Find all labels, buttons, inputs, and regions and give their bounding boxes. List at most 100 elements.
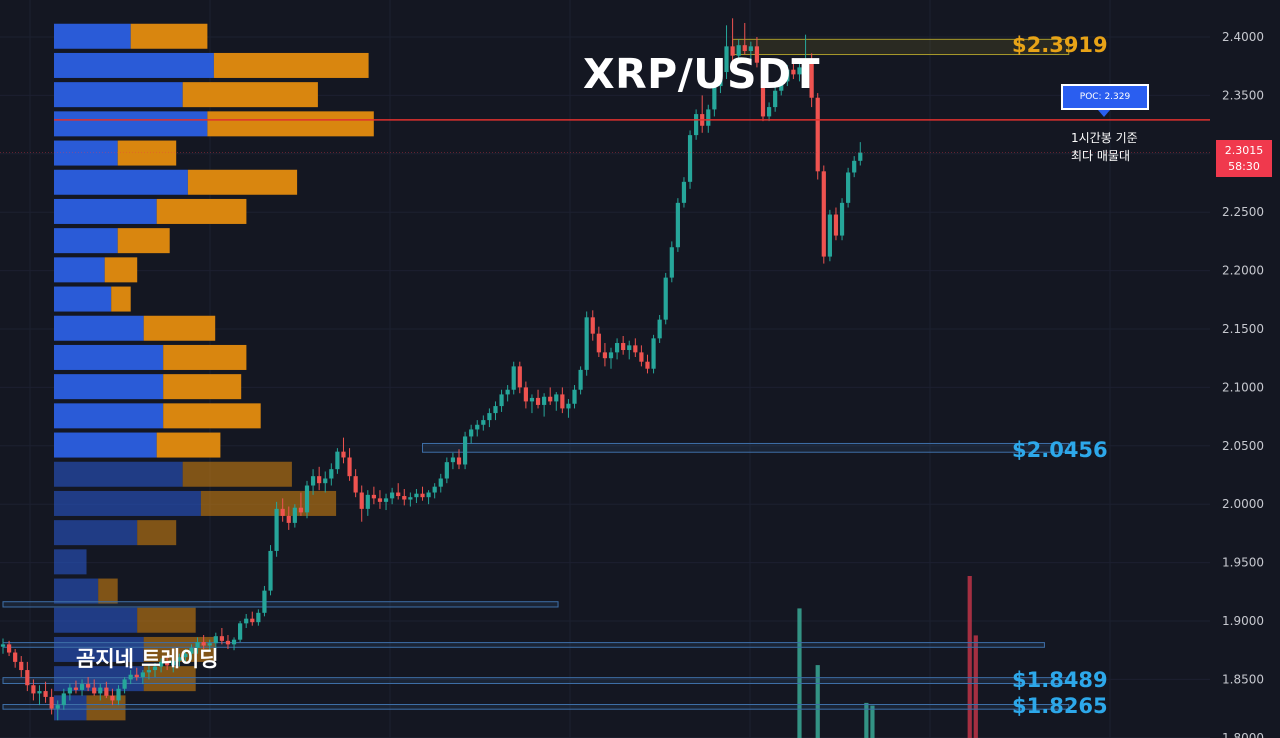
volume-profile-buy <box>54 461 183 487</box>
candle-body <box>469 429 474 437</box>
candle-body <box>554 394 559 402</box>
candle-body <box>426 492 431 498</box>
candle-body <box>602 352 608 359</box>
candle-body <box>365 494 370 509</box>
volume-profile-sell <box>104 257 138 283</box>
candle-body <box>140 672 145 678</box>
y-tick-label: 2.1500 <box>1222 322 1264 336</box>
candle-body <box>396 492 401 497</box>
candle-body <box>633 345 638 353</box>
y-tick-label: 1.8000 <box>1222 731 1264 738</box>
candle-body <box>6 644 12 653</box>
candle-body <box>25 670 30 686</box>
level-label-2-0456: $2.0456 <box>1012 437 1108 462</box>
poc-label: POC: 2.329 <box>1061 84 1149 110</box>
volume-profile-sell <box>156 432 221 458</box>
candle-body <box>402 496 407 500</box>
candle-body <box>201 642 206 646</box>
candle-body <box>736 45 741 56</box>
level-label-1-8265: $1.8265 <box>1012 693 1108 718</box>
candle-body <box>791 69 796 75</box>
candle-body <box>803 60 808 68</box>
level-zone <box>2 704 1070 710</box>
candle-body <box>432 486 437 493</box>
candle-body <box>815 97 820 172</box>
candle-body <box>821 171 826 257</box>
volume-bar <box>973 635 978 738</box>
candle-body <box>274 508 279 551</box>
candle-body <box>158 661 164 667</box>
poc-annotation: 1시간봉 기준 최다 매물대 <box>1071 129 1138 165</box>
candle-body <box>347 457 352 477</box>
candle-body <box>481 420 486 425</box>
candle-body <box>766 107 772 117</box>
candle-body <box>67 687 72 694</box>
volume-profile-sell <box>130 23 208 49</box>
candle-body <box>37 691 42 694</box>
volume-profile-buy <box>54 520 138 546</box>
candle-body <box>846 172 851 203</box>
volume-profile-buy <box>54 23 131 49</box>
candle-body <box>529 397 535 402</box>
candle-body <box>19 661 24 671</box>
volume-profile-sell <box>143 666 196 692</box>
candle-body <box>323 478 328 484</box>
y-tick-label: 1.9500 <box>1222 556 1264 570</box>
candle-body <box>663 277 668 320</box>
candle-body <box>560 394 565 409</box>
candle-body <box>213 636 218 644</box>
candle-body <box>627 345 632 351</box>
level-label-1-8489: $1.8489 <box>1012 667 1108 692</box>
candle-body <box>779 81 784 91</box>
candle-body <box>651 338 656 369</box>
candle-body <box>614 343 620 353</box>
volume-profile-buy <box>54 490 201 516</box>
candle-body <box>548 396 553 402</box>
volume-profile-sell <box>137 607 196 633</box>
candle-body <box>797 67 802 75</box>
candle-body <box>584 317 589 370</box>
candle-body <box>43 691 48 697</box>
volume-profile-buy <box>54 374 164 400</box>
candle-body <box>359 492 364 509</box>
candle-body <box>450 457 456 463</box>
volume-profile-buy <box>54 140 118 166</box>
volume-profile-buy <box>54 315 144 341</box>
candle-body <box>639 352 644 362</box>
poc-pointer <box>1098 110 1110 117</box>
volume-profile-sell <box>143 315 216 341</box>
candle-body <box>475 424 480 430</box>
candle-body <box>833 214 839 236</box>
candle-body <box>542 396 547 405</box>
volume-bar <box>967 576 972 738</box>
candle-body <box>596 333 601 353</box>
candles <box>0 18 863 721</box>
candle-body <box>225 640 231 645</box>
candle-body <box>207 643 212 646</box>
volume-profile-buy <box>54 228 118 254</box>
candle-body <box>244 618 249 624</box>
candle-body <box>104 687 109 696</box>
candle-body <box>706 109 711 126</box>
volume-profile-buy <box>54 111 208 137</box>
candle-body <box>608 352 614 359</box>
poc-annotation-line-1: 1시간봉 기준 <box>1071 131 1138 145</box>
candle-body <box>55 705 60 709</box>
candle-body <box>152 666 158 671</box>
candle-body <box>675 202 680 248</box>
volume-profile-buy <box>54 169 188 195</box>
volume-profile-buy <box>54 432 157 458</box>
candle-body <box>785 69 790 82</box>
candle-body <box>645 361 650 369</box>
volume-bar <box>797 608 802 738</box>
candle-body <box>535 397 541 405</box>
candle-body <box>256 612 261 623</box>
volume-profile-sell <box>137 520 177 546</box>
candle-body <box>171 660 176 666</box>
volume-profile-buy <box>54 52 214 78</box>
candle-body <box>329 469 334 479</box>
y-axis[interactable]: 2.40002.35002.30002.25002.20002.15002.10… <box>1222 30 1264 738</box>
candle-body <box>809 60 814 98</box>
volume-profile-sell <box>163 403 261 429</box>
